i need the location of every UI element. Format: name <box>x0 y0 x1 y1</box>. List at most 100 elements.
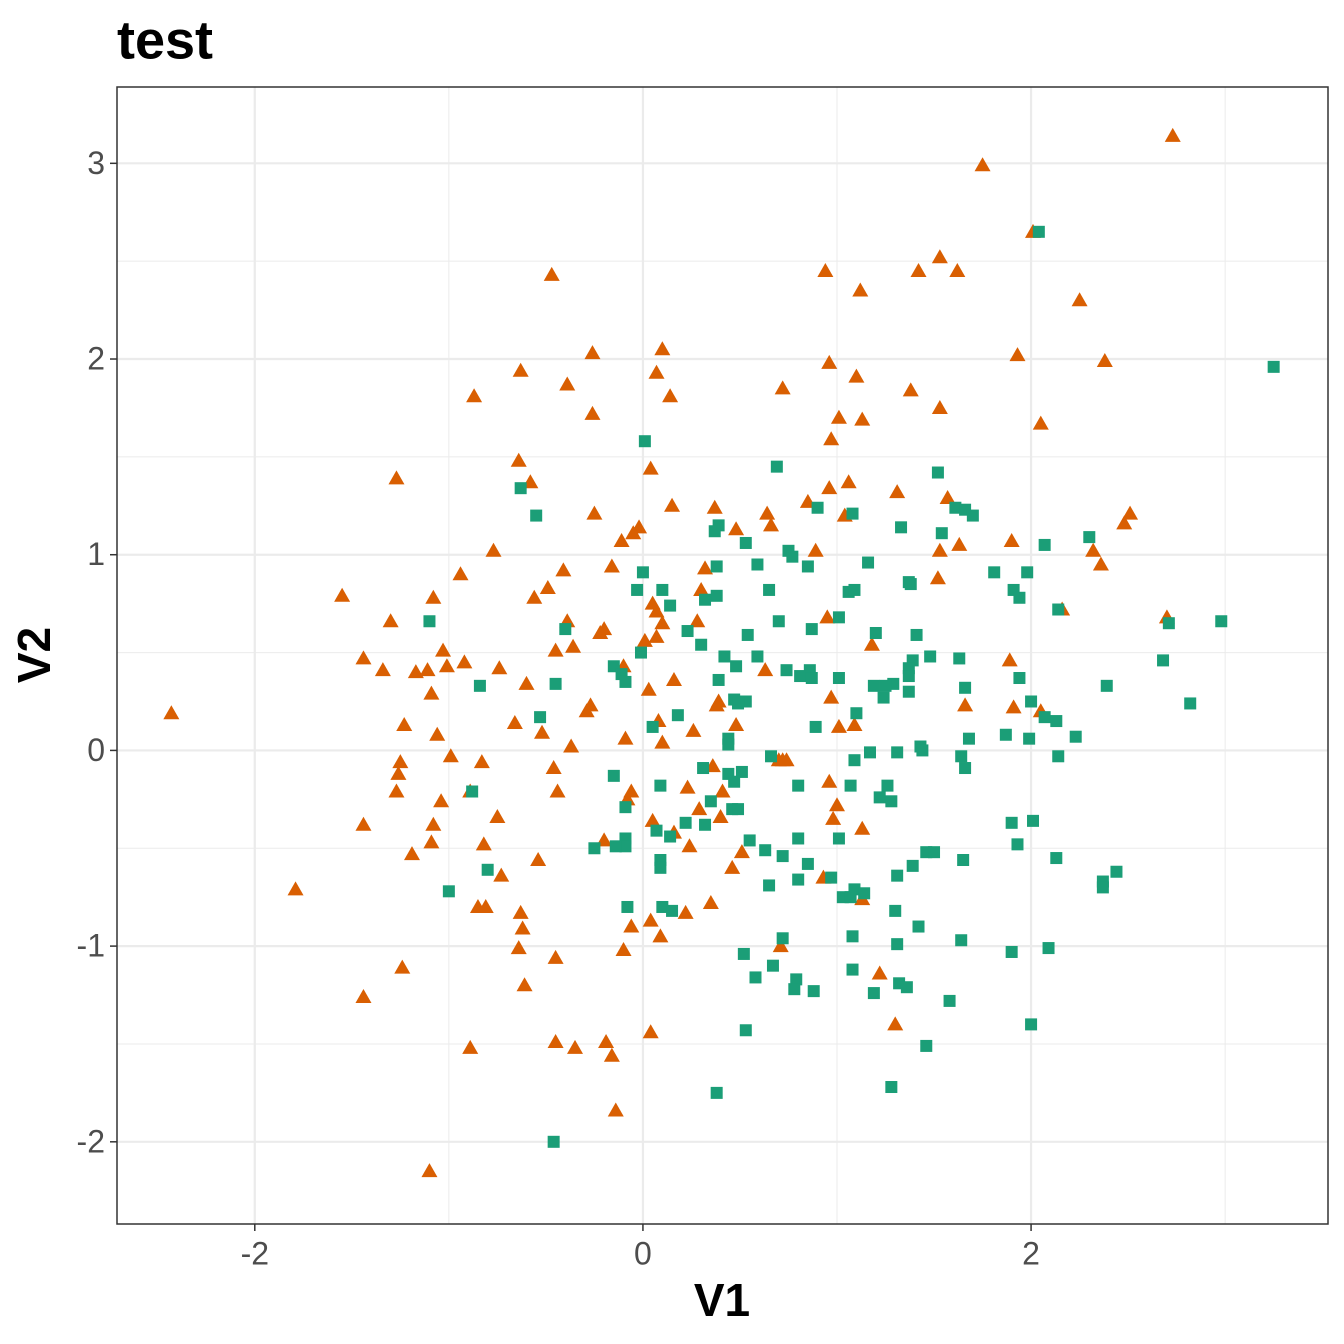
triangle-point <box>392 754 409 769</box>
square-point <box>664 599 677 612</box>
square-point <box>1050 852 1063 865</box>
square-point <box>891 938 904 951</box>
square-point <box>1005 816 1018 829</box>
square-point <box>848 754 861 767</box>
triangle-point <box>438 658 455 673</box>
square-point <box>699 593 712 606</box>
square-point <box>805 623 818 636</box>
square-point <box>737 947 750 960</box>
square-point <box>902 576 915 589</box>
square-point <box>1052 603 1065 616</box>
square-point <box>780 664 793 677</box>
square-point <box>891 746 904 759</box>
square-point <box>928 846 941 859</box>
triangle-point <box>821 480 838 495</box>
triangle-point <box>679 779 696 794</box>
square-point <box>770 460 783 473</box>
square-point <box>895 521 908 534</box>
square-point <box>1032 225 1045 238</box>
triangle-point <box>578 703 595 718</box>
square-point <box>885 1081 898 1094</box>
triangle-point <box>642 912 659 927</box>
square-point <box>1083 531 1096 544</box>
square-point <box>1069 730 1082 743</box>
triangle-point <box>846 716 863 731</box>
triangle-point <box>603 558 620 573</box>
square-point <box>1038 711 1051 724</box>
square-point <box>776 850 789 863</box>
triangle-point <box>689 613 706 628</box>
triangle-point <box>697 560 714 575</box>
square-point <box>1011 838 1024 851</box>
triangle-point <box>425 589 442 604</box>
triangle-point <box>545 760 562 775</box>
triangle-point <box>547 642 564 657</box>
triangle-point <box>757 662 774 677</box>
square-point <box>718 650 731 663</box>
triangle-point <box>493 867 510 882</box>
square-point <box>902 670 915 683</box>
triangle-point <box>473 754 490 769</box>
square-point <box>863 746 876 759</box>
triangle-point <box>830 409 847 424</box>
square-point <box>735 765 748 778</box>
square-point <box>846 930 859 943</box>
square-point <box>751 650 764 663</box>
square-point <box>559 623 572 636</box>
triangle-point <box>510 452 527 467</box>
square-point <box>741 628 754 641</box>
chart-title: test <box>117 10 213 70</box>
triangle-point <box>518 675 535 690</box>
square-point <box>549 677 562 690</box>
square-point <box>704 795 717 808</box>
square-point <box>743 834 756 847</box>
square-point <box>788 983 801 996</box>
square-point <box>900 981 913 994</box>
square-point <box>671 709 684 722</box>
square-point <box>867 679 880 692</box>
triangle-point <box>691 801 708 816</box>
square-point <box>654 861 667 874</box>
triangle-point <box>854 411 871 426</box>
y-tick-label: 1 <box>87 536 105 572</box>
triangle-point <box>823 689 840 704</box>
square-point <box>664 830 677 843</box>
triangle-point <box>829 797 846 812</box>
square-point <box>1157 654 1170 667</box>
triangle-point <box>644 812 661 827</box>
triangle-point <box>512 904 529 919</box>
square-point <box>1025 695 1038 708</box>
triangle-point <box>1085 542 1102 557</box>
square-point <box>1042 942 1055 955</box>
triangle-point <box>863 636 880 651</box>
triangle-point <box>724 859 741 874</box>
square-point <box>910 628 923 641</box>
triangle-point <box>648 628 665 643</box>
triangle-point <box>425 816 442 831</box>
square-point <box>681 625 694 638</box>
square-point <box>1005 945 1018 958</box>
panel-border <box>116 86 1329 1225</box>
triangle-point <box>388 783 405 798</box>
square-point <box>749 971 762 984</box>
square-point <box>858 887 871 900</box>
triangle-point <box>516 977 533 992</box>
triangle-point <box>565 638 582 653</box>
square-point <box>792 873 805 886</box>
square-point <box>466 785 479 798</box>
triangle-point <box>452 566 469 581</box>
triangle-point <box>819 609 836 624</box>
triangle-point <box>547 1034 564 1049</box>
triangle-point <box>462 1039 479 1054</box>
triangle-point <box>526 589 543 604</box>
square-point <box>807 985 820 998</box>
triangle-point <box>617 730 634 745</box>
square-point <box>763 583 776 596</box>
square-point <box>1023 732 1036 745</box>
triangle-point <box>654 615 671 630</box>
triangle-point <box>763 517 780 532</box>
y-tick-label: 3 <box>87 145 105 181</box>
square-point <box>638 435 651 448</box>
y-axis-title: V2 <box>8 627 60 683</box>
